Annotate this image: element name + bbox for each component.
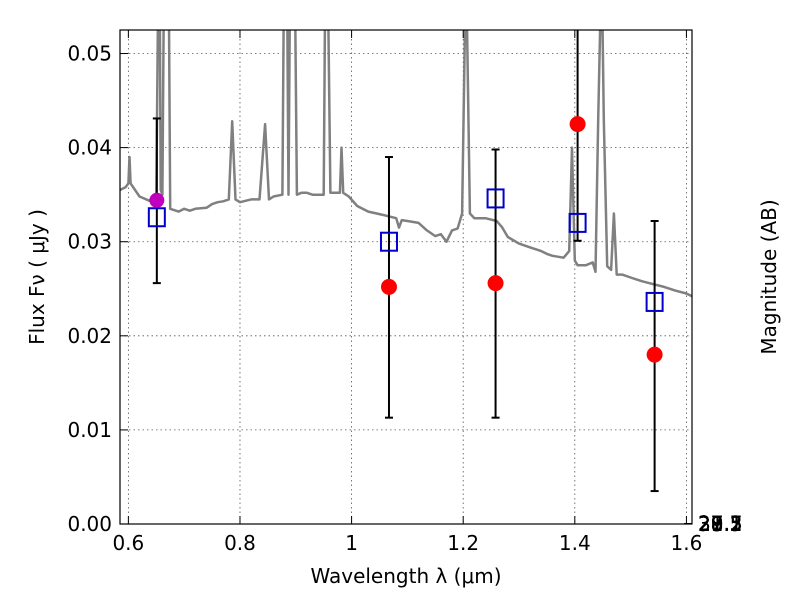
y2-tick-label: 28.5: [698, 512, 743, 536]
x-tick-label: 1.2: [447, 531, 479, 555]
y2-tick-label: 30: [698, 512, 723, 536]
y2-axis-label: Magnitude (AB): [757, 199, 781, 354]
model-photometry-square: [568, 212, 587, 233]
marker-layer: [147, 116, 664, 363]
x-tick-label: 0.6: [112, 531, 144, 555]
y2-tick-label: 27.3: [698, 512, 743, 536]
y-tick-label: 0.00: [67, 512, 112, 536]
axis-labels: 0.6 0.8 1 1.2 1.4 1.6 0.00 0.01 0.02 0.03 0.04 0.05…: [67, 42, 742, 555]
x-tick-label: 1.6: [671, 531, 703, 555]
y-tick-label: 0.01: [67, 418, 112, 442]
model-spectrum-line: [120, 30, 692, 298]
x-tick-label: 0.8: [224, 531, 256, 555]
y2-tick-label: 28.2: [698, 512, 743, 536]
y2-tick-label: 29.5: [698, 512, 743, 536]
axis-ticks: [120, 30, 692, 525]
x-axis-label: Wavelength λ (μm): [310, 564, 501, 588]
model-photometry-square: [379, 231, 398, 252]
y2-tick-label: 28: [698, 512, 723, 536]
y-tick-label: 0.05: [67, 42, 112, 66]
y2-tick-label: 27.5: [698, 512, 743, 536]
y-tick-label: 0.03: [67, 230, 112, 254]
y-axis-label: Flux Fν ( μJy ): [25, 209, 49, 345]
model-photometry-square: [645, 291, 664, 312]
y2-tick-label: 31: [698, 512, 723, 536]
observed-point: [646, 346, 663, 363]
y-tick-label: 0.02: [67, 324, 112, 348]
model-photometry-square: [147, 207, 166, 228]
y2-tick-label: 27.7: [698, 512, 743, 536]
x-tick-label: 1: [345, 531, 358, 555]
x-tick-label: 1.4: [559, 531, 591, 555]
observed-point: [569, 116, 586, 133]
y-tick-label: 0.04: [67, 136, 112, 160]
y2-tick-label: 27.1: [698, 512, 743, 536]
observed-optical-point: [149, 192, 165, 208]
observed-point: [380, 278, 397, 295]
plot-frame: [119, 29, 693, 525]
y2-tick-label: 29: [698, 512, 723, 536]
model-photometry-square: [486, 188, 505, 209]
observed-point: [487, 275, 504, 292]
model-spectrum-layer: [120, 30, 692, 298]
